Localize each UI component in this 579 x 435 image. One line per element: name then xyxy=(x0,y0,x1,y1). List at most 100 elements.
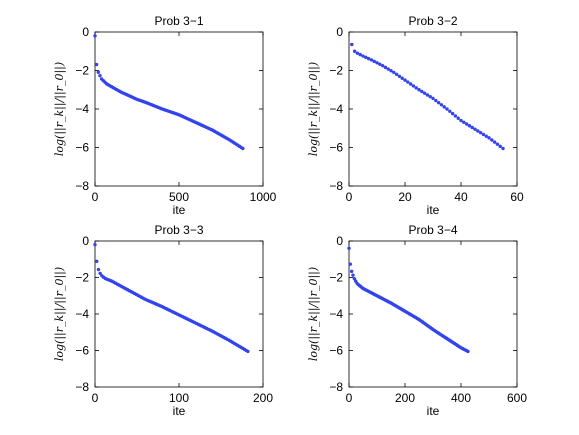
data-point xyxy=(358,52,362,57)
data-point xyxy=(369,58,374,62)
x-tick-label: 0 xyxy=(92,391,99,405)
y-tick-label: −4 xyxy=(75,102,89,116)
data-point xyxy=(98,271,102,276)
data-point xyxy=(462,120,466,124)
data-point xyxy=(380,63,385,68)
data-point xyxy=(246,349,250,354)
chart-title: Prob 3−1 xyxy=(154,14,203,28)
data-point xyxy=(406,80,410,84)
y-tick-label: 0 xyxy=(82,234,89,248)
data-point xyxy=(375,61,379,65)
data-point xyxy=(397,74,402,78)
x-axis-label: ite xyxy=(173,404,186,418)
data-point xyxy=(453,114,458,118)
data-point xyxy=(478,130,483,135)
y-tick-label: −4 xyxy=(75,307,89,321)
data-point xyxy=(94,62,99,67)
x-tick-label: 100 xyxy=(169,391,189,405)
data-point xyxy=(417,88,421,92)
x-axis-label: ite xyxy=(173,203,186,217)
y-tick-label: 0 xyxy=(82,25,89,39)
data-point xyxy=(490,138,494,142)
data-point xyxy=(352,49,357,53)
chart-panel-4: 0 200 400 600 0 −2 −4 −6 −8 Prob 3−4 ite log(||r_k|… xyxy=(307,223,527,418)
y-tick-label: 0 xyxy=(336,25,343,39)
data-point xyxy=(450,111,455,116)
data-point xyxy=(386,67,390,71)
x-tick-label: 600 xyxy=(507,391,527,405)
chart-title: Prob 3−3 xyxy=(154,223,203,237)
data-series xyxy=(350,42,505,151)
x-axis-label: ite xyxy=(427,404,440,418)
y-tick-label: −2 xyxy=(329,64,343,78)
data-point xyxy=(351,273,355,277)
data-point xyxy=(95,259,99,264)
y-tick-label: −8 xyxy=(329,380,343,394)
data-point xyxy=(434,98,438,103)
data-point xyxy=(466,349,470,354)
data-point xyxy=(420,89,424,94)
data-point xyxy=(464,122,469,126)
data-point xyxy=(392,70,396,75)
data-point xyxy=(481,132,486,137)
data-point xyxy=(93,242,97,247)
y-tick-label: −2 xyxy=(75,271,89,285)
data-point xyxy=(467,124,472,128)
x-tick-label: 500 xyxy=(169,190,189,204)
data-point xyxy=(459,118,463,123)
x-tick-label: 200 xyxy=(253,391,273,405)
data-point xyxy=(498,144,502,149)
chart-panel-1: 0 500 1000 0 −2 −4 −6 −8 Prob 3−1 ite log(||r_k||/… xyxy=(53,14,277,217)
data-point xyxy=(366,56,371,61)
data-point xyxy=(411,84,416,88)
data-point xyxy=(448,109,452,114)
chart-title: Prob 3−4 xyxy=(408,223,457,237)
x-axis-label: ite xyxy=(427,203,440,217)
data-point xyxy=(347,246,351,250)
data-point xyxy=(470,125,474,130)
data-point xyxy=(372,59,376,64)
data-point xyxy=(389,69,393,73)
data-point xyxy=(400,76,404,80)
y-axis-label: log(||r_k||/||r_0||) xyxy=(53,267,67,361)
data-point xyxy=(414,86,418,90)
y-axis-label: log(||r_k||/||r_0||) xyxy=(307,267,321,361)
data-point xyxy=(394,72,399,77)
data-point xyxy=(436,100,441,105)
y-tick-label: −6 xyxy=(329,344,343,358)
data-point xyxy=(445,107,449,111)
data-point xyxy=(442,105,446,109)
data-point xyxy=(355,51,360,55)
y-tick-label: −4 xyxy=(329,307,343,321)
data-point xyxy=(431,96,435,101)
data-point xyxy=(428,94,432,99)
y-tick-label: −4 xyxy=(329,102,343,116)
data-point xyxy=(484,134,488,138)
x-tick-label: 40 xyxy=(454,190,468,204)
data-point xyxy=(487,136,491,140)
data-series xyxy=(347,246,470,354)
x-tick-label: 0 xyxy=(346,190,353,204)
data-point xyxy=(241,146,245,151)
data-series xyxy=(93,34,245,151)
y-tick-label: −2 xyxy=(75,64,89,78)
data-point xyxy=(378,62,382,66)
x-tick-label: 20 xyxy=(398,190,412,204)
x-tick-label: 400 xyxy=(451,391,471,405)
y-tick-label: −6 xyxy=(75,141,89,155)
data-point xyxy=(403,78,407,82)
y-tick-label: −2 xyxy=(329,271,343,285)
data-point xyxy=(361,54,365,58)
y-tick-label: −8 xyxy=(75,380,89,394)
chart-panel-2: 0 20 40 60 0 −2 −4 −6 −8 Prob 3−2 ite log(||r_k||/|… xyxy=(307,14,524,217)
chart-panel-3: 0 100 200 0 −2 −4 −6 −8 Prob 3−3 ite log(||r_k||/|… xyxy=(53,223,273,418)
data-point xyxy=(349,269,354,274)
y-tick-label: −6 xyxy=(75,344,89,358)
data-point xyxy=(93,34,97,38)
y-tick-label: 0 xyxy=(336,234,343,248)
data-point xyxy=(348,262,353,266)
y-tick-label: −8 xyxy=(329,179,343,193)
data-point xyxy=(456,116,460,120)
